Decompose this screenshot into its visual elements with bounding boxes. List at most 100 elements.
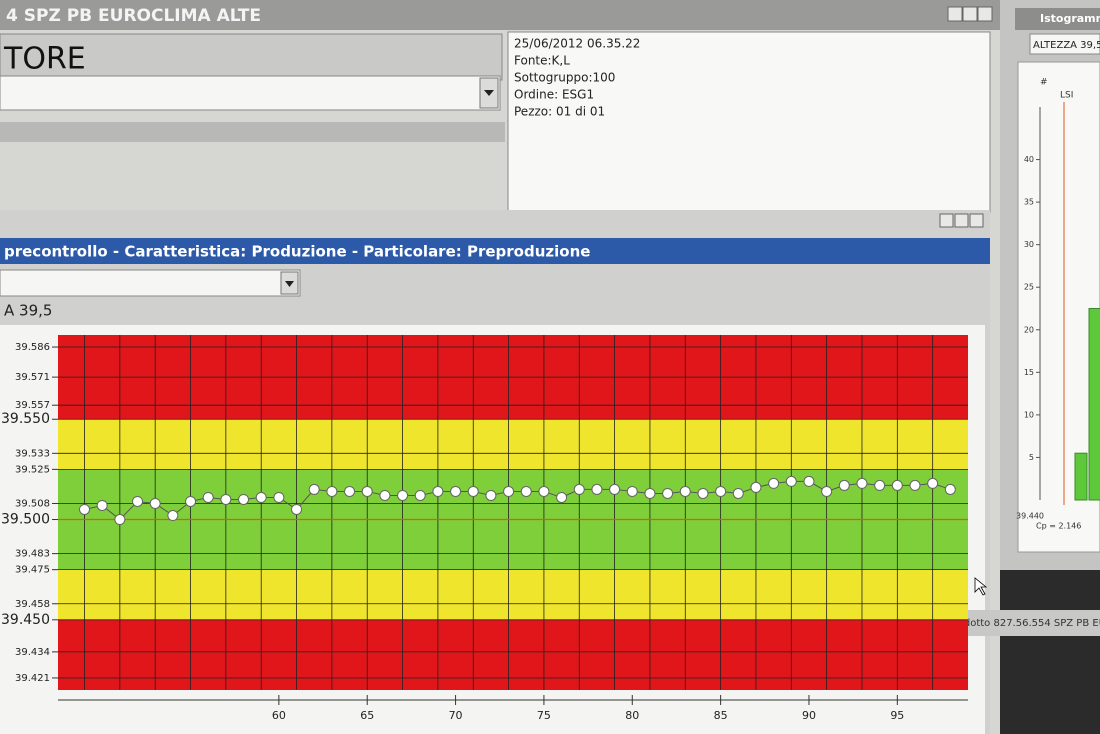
data-point — [114, 514, 126, 526]
operator-box — [0, 33, 503, 81]
chart-window-controls[interactable] — [939, 213, 984, 228]
histogram-y-tick-label: 30 — [1024, 240, 1034, 249]
data-point — [591, 483, 603, 495]
data-point — [750, 481, 762, 493]
selector-arrow — [285, 281, 294, 287]
info-line: Ordine: ESG1 — [514, 88, 594, 102]
data-point — [167, 510, 179, 522]
data-point — [538, 485, 550, 497]
data-point — [379, 489, 391, 501]
histogram-field-box — [1029, 33, 1100, 55]
data-point — [503, 485, 515, 497]
data-point — [344, 485, 356, 497]
histogram-y-tick-label: 15 — [1024, 368, 1034, 377]
data-point — [255, 491, 267, 503]
x-tick-label: 80 — [625, 709, 639, 722]
data-point — [520, 485, 532, 497]
histogram-x-label: 39.440 — [1016, 512, 1044, 521]
data-point — [803, 475, 815, 487]
data-point — [697, 487, 709, 499]
panel-bar — [0, 122, 505, 142]
y-tick-label: 39.525 — [15, 464, 50, 475]
data-point — [944, 483, 956, 495]
mouse-cursor — [974, 577, 988, 596]
data-point — [238, 493, 250, 505]
window-controls[interactable] — [947, 6, 993, 22]
title-bar — [0, 0, 1000, 30]
data-point — [220, 493, 232, 505]
histogram-bar — [1074, 452, 1088, 501]
data-point — [291, 503, 303, 515]
y-tick-label: 39.434 — [15, 647, 50, 658]
data-point — [397, 489, 409, 501]
y-tick-label: 39.483 — [15, 549, 50, 560]
data-point — [273, 491, 285, 503]
y-tick-label: 39.458 — [15, 599, 50, 610]
histogram-y-label: # — [1040, 78, 1048, 88]
dropdown-arrow — [484, 90, 494, 96]
data-point — [573, 483, 585, 495]
data-point — [308, 483, 320, 495]
status-bar — [945, 610, 1100, 636]
histogram-y-tick-label: 10 — [1024, 410, 1034, 419]
y-tick-label: 39.571 — [15, 372, 50, 383]
data-point — [414, 489, 426, 501]
data-point — [626, 485, 638, 497]
x-tick-label: 85 — [714, 709, 728, 722]
selector[interactable] — [0, 269, 301, 297]
data-point — [838, 479, 850, 491]
data-point — [485, 489, 497, 501]
info-line: Sottogruppo:100 — [514, 71, 615, 85]
y-tick-label: 39.533 — [15, 448, 50, 459]
data-point — [96, 499, 108, 511]
zone — [58, 419, 968, 470]
data-point — [149, 497, 161, 509]
data-point — [856, 477, 868, 489]
zone — [58, 569, 968, 620]
histogram-y-tick-label: 40 — [1024, 155, 1034, 164]
data-point — [432, 485, 444, 497]
info-line: Pezzo: 01 di 01 — [514, 105, 605, 119]
histogram-y-tick-label: 5 — [1029, 453, 1034, 462]
data-point — [556, 491, 568, 503]
histogram-y-tick-label: 25 — [1024, 283, 1034, 292]
data-point — [679, 485, 691, 497]
y-tick-label: 39.586 — [15, 342, 50, 353]
data-point — [450, 485, 462, 497]
x-tick-label: 75 — [537, 709, 551, 722]
histogram-title: Istogramma — [1040, 12, 1100, 25]
histogram-panel — [1017, 61, 1100, 553]
data-point — [202, 491, 214, 503]
y-tick-label: 39.550 — [1, 411, 50, 427]
data-point — [644, 487, 656, 499]
data-point — [662, 487, 674, 499]
histogram-title-bar — [1015, 8, 1100, 30]
window-title: 4 SPZ PB EUROCLIMA ALTE — [6, 6, 261, 26]
histogram-y-tick-label: 35 — [1024, 198, 1034, 207]
data-point — [467, 485, 479, 497]
info-panel — [507, 31, 991, 213]
info-line: Fonte:K,L — [514, 54, 570, 68]
data-point — [326, 485, 338, 497]
data-point — [821, 485, 833, 497]
operator-field: TORE — [3, 42, 86, 77]
info-line: 25/06/2012 06.35.22 — [514, 37, 640, 51]
data-point — [909, 479, 921, 491]
histogram-limit-label: LSI — [1060, 91, 1073, 101]
x-tick-label: 90 — [802, 709, 816, 722]
x-tick-label: 70 — [449, 709, 463, 722]
y-tick-label: 39.421 — [15, 673, 50, 684]
data-point — [132, 495, 144, 507]
data-point — [785, 475, 797, 487]
selector-value: A 39,5 — [4, 302, 52, 320]
data-point — [79, 503, 91, 515]
histogram-y-tick-label: 20 — [1024, 325, 1034, 334]
y-tick-label: LSI 39.450 — [0, 612, 50, 628]
data-point — [768, 477, 780, 489]
x-axis-band — [58, 692, 968, 732]
chart-window-title: precontrollo - Caratteristica: Produzion… — [4, 243, 590, 261]
data-point — [891, 479, 903, 491]
dropdown[interactable] — [0, 75, 501, 111]
histogram-bar — [1088, 308, 1100, 501]
